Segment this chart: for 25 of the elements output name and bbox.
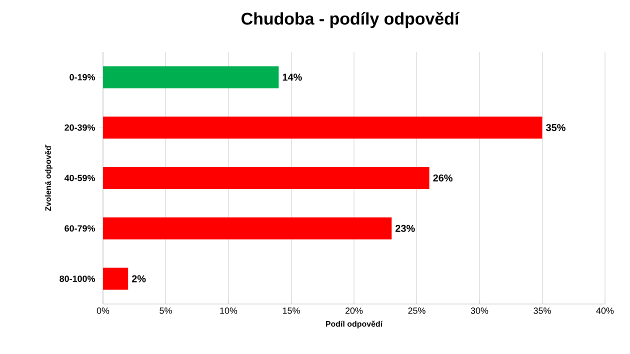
y-tick-label: 40-59%	[64, 174, 95, 182]
data-label: 2%	[132, 275, 146, 282]
bar	[103, 116, 542, 139]
bar	[103, 66, 279, 88]
y-tick-label: 0-19%	[70, 74, 95, 80]
x-tick-label: 25%	[408, 308, 426, 314]
data-label: 23%	[396, 224, 415, 232]
x-tick-label: 35%	[534, 308, 551, 314]
y-tick-label: 20-39%	[64, 124, 95, 131]
x-tick-label: 30%	[470, 308, 488, 314]
bar	[103, 217, 392, 240]
y-tick-label: 60-79%	[64, 225, 95, 232]
bar	[103, 167, 430, 189]
y-tick-label: 80-100%	[60, 276, 95, 282]
x-tick-label: 10%	[220, 308, 238, 314]
x-tick-label: 40%	[596, 308, 614, 314]
chart-title: Chudoba - podíly odpovědí	[242, 12, 460, 28]
bar	[103, 268, 128, 290]
x-tick-label: 0%	[96, 308, 110, 314]
x-tick-label: 5%	[160, 308, 172, 314]
x-tick-label: 15%	[282, 308, 300, 314]
data-label: 35%	[546, 124, 566, 132]
data-label: 26%	[433, 174, 452, 182]
x-tick-label: 20%	[345, 308, 363, 314]
data-label: 14%	[282, 74, 302, 81]
